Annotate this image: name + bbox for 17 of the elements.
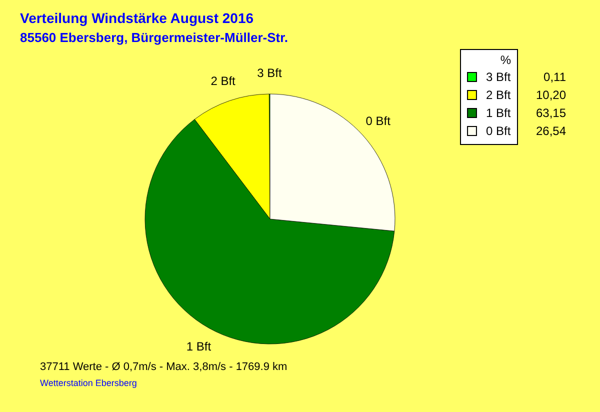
- chart-subtitle: 85560 Ebersberg, Bürgermeister-Müller-Str.: [20, 30, 288, 45]
- data-label: 0,11: [544, 70, 566, 84]
- data-label: 63,15: [536, 106, 566, 120]
- slice-label: 0 Bft: [366, 114, 392, 128]
- text: Wetterstation Ebersberg: [40, 378, 137, 388]
- slice-label: 1 Bft: [186, 339, 212, 354]
- data-label: 26,54: [536, 124, 566, 138]
- legend-label: 3 Bft: [486, 70, 512, 84]
- legend-label: 0 Bft: [486, 124, 512, 138]
- slice-label: 2 Bft: [210, 74, 236, 88]
- legend-label: 1 Bft: [486, 106, 512, 120]
- text: 37711 Werte - Ø 0,7m/s - Max. 3,8m/s - 1769.9 km: [40, 361, 288, 373]
- chart-title: Verteilung Windstärke August 2016: [20, 10, 254, 26]
- data-label: 10,20: [536, 88, 566, 102]
- legend-title: %: [500, 53, 512, 67]
- slice-label: 3 Bft: [257, 66, 282, 80]
- legend-label: 2 Bft: [486, 88, 512, 102]
